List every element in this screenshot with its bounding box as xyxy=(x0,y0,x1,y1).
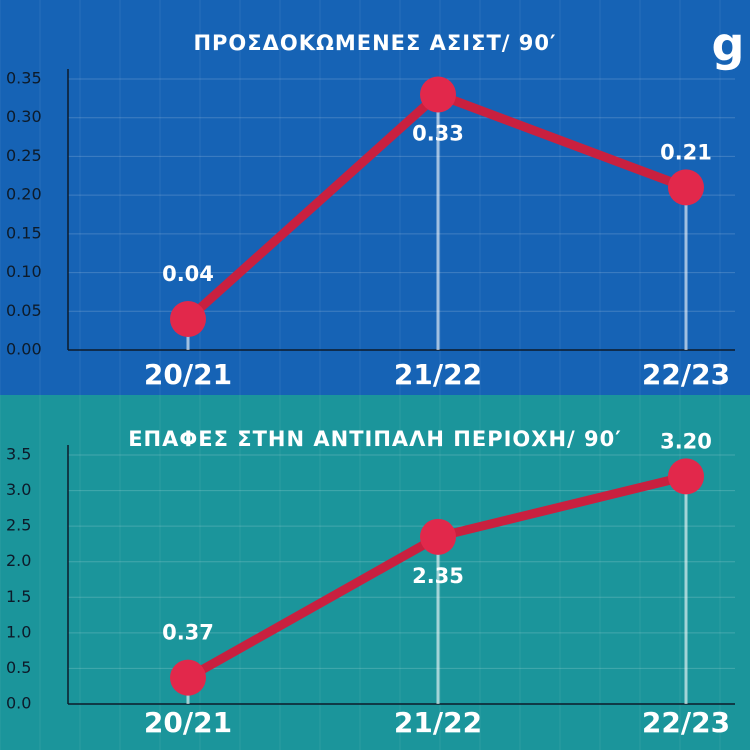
x-tick-label: 20/21 xyxy=(144,706,232,739)
value-label: 0.21 xyxy=(660,140,712,164)
value-label: 2.35 xyxy=(412,564,464,588)
point xyxy=(170,659,206,696)
point xyxy=(170,301,206,338)
y-tick-label: 3.0 xyxy=(6,480,31,499)
y-tick-label: 1.5 xyxy=(6,587,31,606)
y-tick-label: 0.5 xyxy=(6,658,31,677)
point xyxy=(668,169,704,206)
y-tick-label: 0.30 xyxy=(6,107,42,126)
y-tick-label: 2.0 xyxy=(6,551,31,570)
y-tick-label: 0.25 xyxy=(6,146,42,165)
value-label: 0.33 xyxy=(412,121,464,145)
logo: g xyxy=(712,18,745,72)
x-tick-label: 22/23 xyxy=(642,358,730,391)
point xyxy=(420,76,456,113)
y-tick-label: 0.00 xyxy=(6,340,42,359)
panel-background xyxy=(0,0,750,395)
y-tick-label: 3.5 xyxy=(6,445,31,464)
x-tick-label: 21/22 xyxy=(394,706,482,739)
y-tick-label: 2.5 xyxy=(6,516,31,535)
y-tick-label: 0.10 xyxy=(6,262,42,281)
chart-title: ΠΡΟΣΔΟΚΩΜΕΝΕΣ ΑΣΙΣΤ/ 90′ xyxy=(193,31,556,55)
value-label: 3.20 xyxy=(660,429,712,453)
y-tick-label: 0.35 xyxy=(6,69,42,88)
point xyxy=(420,518,456,555)
y-tick-label: 0.05 xyxy=(6,301,42,320)
chart-title: ΕΠΑΦΕΣ ΣΤΗΝ ΑΝΤΙΠΑΛΗ ΠΕΡΙΟΧΗ/ 90′ xyxy=(128,427,622,451)
y-tick-label: 1.0 xyxy=(6,622,31,641)
x-tick-label: 21/22 xyxy=(394,358,482,391)
y-tick-label: 0.15 xyxy=(6,223,42,242)
y-tick-label: 0.0 xyxy=(6,694,31,713)
x-tick-label: 22/23 xyxy=(642,706,730,739)
value-label: 0.04 xyxy=(162,262,214,286)
y-tick-label: 0.20 xyxy=(6,185,42,204)
value-label: 0.37 xyxy=(162,621,214,645)
point xyxy=(668,458,704,495)
x-tick-label: 20/21 xyxy=(144,358,232,391)
